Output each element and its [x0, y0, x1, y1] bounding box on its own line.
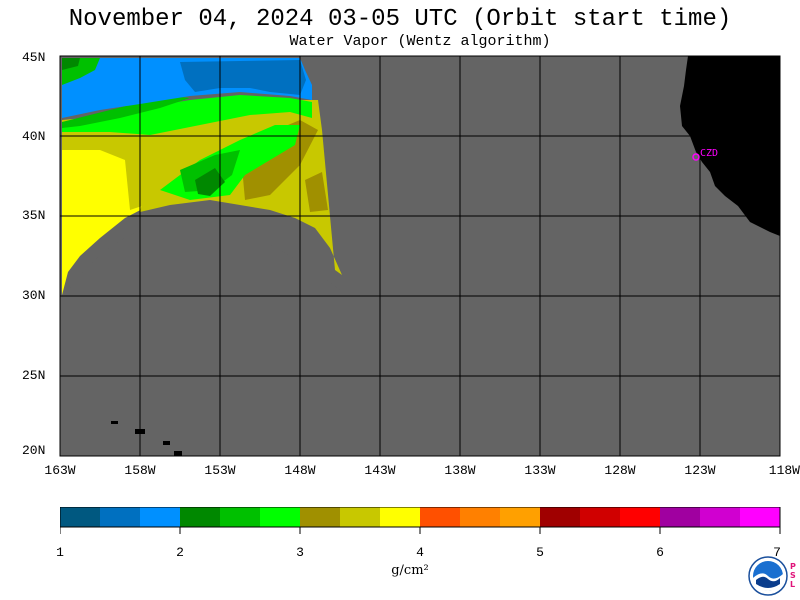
colorbar-swatch	[100, 507, 141, 527]
lon-label: 138W	[444, 463, 476, 478]
lon-label: 143W	[364, 463, 396, 478]
water-vapor-map: CZD	[59, 55, 781, 457]
colorbar-swatch	[740, 507, 781, 527]
colorbar-swatch	[460, 507, 501, 527]
colorbar-swatch	[620, 507, 661, 527]
lon-label: 148W	[284, 463, 316, 478]
lon-label: 118W	[768, 463, 800, 478]
colorbar-swatch	[420, 507, 461, 527]
lat-label: 30N	[22, 288, 46, 303]
lon-label: 153W	[204, 463, 236, 478]
graticule	[60, 56, 780, 456]
water-vapor-swath	[62, 58, 345, 300]
colorbar-swatch	[60, 507, 101, 527]
colorbar-tick-label: 3	[296, 545, 304, 560]
colorbar-swatch	[260, 507, 301, 527]
map-title: November 04, 2024 03-05 UTC (Orbit start…	[68, 6, 732, 33]
station-label: CZD	[700, 148, 718, 159]
colorbar-tick-label: 7	[773, 545, 781, 560]
colorbar-swatch	[180, 507, 221, 527]
colorbar-swatch	[140, 507, 181, 527]
lon-label: 123W	[684, 463, 716, 478]
lat-label: 40N	[22, 129, 46, 144]
lon-label: 133W	[524, 463, 556, 478]
lat-label: 20N	[22, 443, 46, 458]
colorbar	[60, 507, 781, 534]
colorbar-tick-label: 5	[536, 545, 544, 560]
colorbar-tick-label: 2	[176, 545, 184, 560]
colorbar-swatch	[660, 507, 701, 527]
lat-label: 35N	[22, 208, 46, 223]
colorbar-swatch	[580, 507, 621, 527]
colorbar-swatch	[540, 507, 581, 527]
map-frame	[59, 55, 781, 457]
map-subtitle: Water Vapor (Wentz algorithm)	[289, 33, 551, 50]
colorbar-swatch	[380, 507, 421, 527]
colorbar-tick-label: 6	[656, 545, 664, 560]
north-america-landmass	[680, 56, 780, 236]
colorbar-tick-label: 4	[416, 545, 424, 560]
colorbar-swatch	[340, 507, 381, 527]
lat-label: 45N	[22, 50, 46, 65]
colorbar-swatch	[220, 507, 261, 527]
colorbar-swatch	[300, 507, 341, 527]
noaa-logo	[748, 556, 788, 596]
colorbar-tick-label: 1	[56, 545, 64, 560]
lon-label: 128W	[604, 463, 636, 478]
colorbar-units: g/cm²	[391, 563, 429, 578]
lon-label: 158W	[124, 463, 156, 478]
lat-label: 25N	[22, 368, 46, 383]
station-marker	[692, 153, 700, 161]
colorbar-swatch	[500, 507, 541, 527]
lon-label: 163W	[44, 463, 76, 478]
colorbar-swatch	[700, 507, 741, 527]
